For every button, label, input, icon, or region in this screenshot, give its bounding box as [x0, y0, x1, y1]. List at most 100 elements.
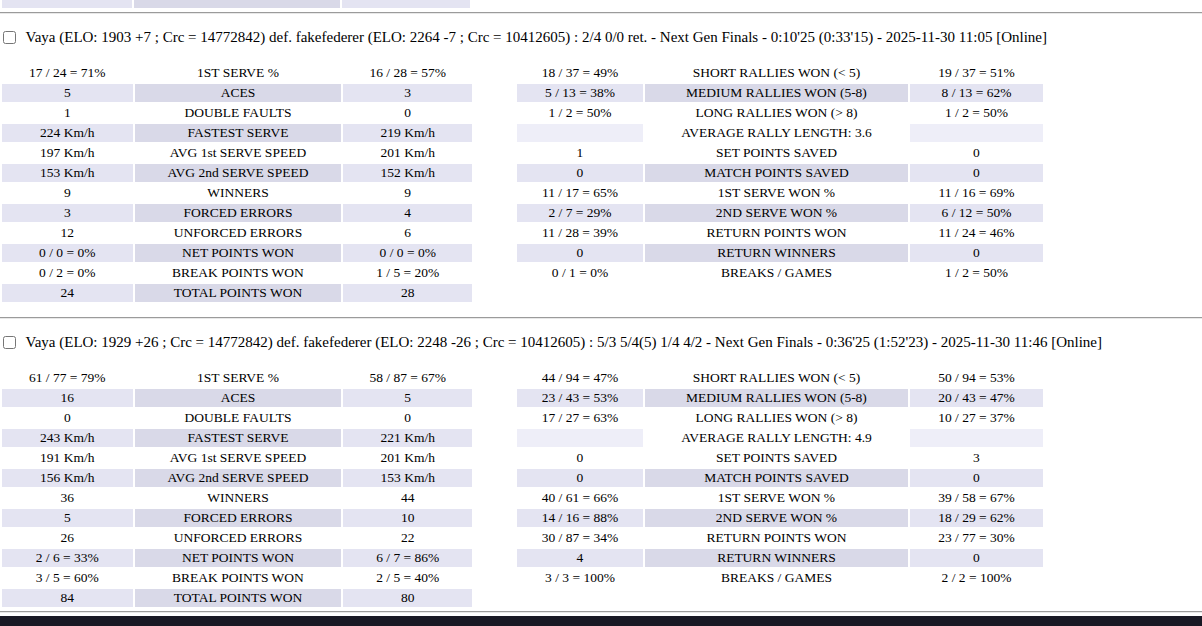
- stat-label-cell: SET POINTS SAVED: [645, 144, 908, 162]
- stat-label-cell: MATCH POINTS SAVED: [645, 164, 908, 182]
- table-row: 61 / 77 = 79%1ST SERVE %58 / 87 = 67%: [2, 369, 472, 387]
- match-select-checkbox[interactable]: [3, 336, 16, 349]
- stat-label-cell: 2ND SERVE WON %: [645, 509, 908, 527]
- stat-value-cell: 4: [517, 549, 643, 567]
- table-row: 197 Km/hAVG 1st SERVE SPEED201 Km/h: [2, 144, 472, 162]
- stat-value-cell: 0: [910, 244, 1043, 262]
- stat-label-cell: DOUBLE FAULTS: [135, 104, 342, 122]
- table-row: 0 / 1 = 0%BREAKS / GAMES1 / 2 = 50%: [517, 264, 1043, 282]
- stat-value-cell: [517, 429, 643, 447]
- stat-value-cell: 0: [517, 469, 643, 487]
- stat-value-cell: 153 Km/h: [343, 469, 472, 487]
- stat-value-cell: 2 / 7 = 29%: [517, 204, 643, 222]
- stat-label-cell: TOTAL POINTS WON: [135, 589, 342, 607]
- stat-value-cell: 19 / 37 = 51%: [910, 64, 1043, 82]
- stat-value-cell: 16: [2, 389, 133, 407]
- stat-label-cell: 2ND SERVE WON %: [645, 204, 908, 222]
- stat-label-cell: FASTEST SERVE: [135, 429, 342, 447]
- stat-value-cell: 1 / 2 = 50%: [910, 264, 1043, 282]
- stat-label-cell: UNFORCED ERRORS: [135, 224, 342, 242]
- table-row: 9WINNERS9: [2, 184, 472, 202]
- match-section-1: Vaya (ELO: 1903 +7 ; Crc = 14772842) def…: [0, 29, 1202, 304]
- table-row: 18 / 37 = 49%SHORT RALLIES WON (< 5)19 /…: [517, 64, 1043, 82]
- stat-label-cell: LONG RALLIES WON (> 8): [645, 409, 908, 427]
- stat-label-cell: MATCH POINTS SAVED: [645, 469, 908, 487]
- stat-label-cell: AVG 2nd SERVE SPEED: [135, 469, 342, 487]
- stat-value-cell: 44 / 94 = 47%: [517, 369, 643, 387]
- stat-value-cell: 44: [343, 489, 472, 507]
- stat-label-cell: FASTEST SERVE: [135, 124, 342, 142]
- table-row: 4RETURN WINNERS0: [517, 549, 1043, 567]
- stat-value-cell: 11 / 17 = 65%: [517, 184, 643, 202]
- stat-value-cell: 3: [343, 84, 472, 102]
- table-row: 2 / 6 = 33%NET POINTS WON6 / 7 = 86%: [2, 549, 472, 567]
- stat-value-cell: 17 / 27 = 63%: [517, 409, 643, 427]
- stat-value-cell: [910, 429, 1043, 447]
- stat-value-cell: 2 / 6 = 33%: [2, 549, 133, 567]
- separator: [0, 611, 1202, 613]
- table-row: 0DOUBLE FAULTS0: [2, 409, 472, 427]
- match-header: Vaya (ELO: 1929 +26 ; Crc = 14772842) de…: [2, 334, 1202, 351]
- table-row: 0 / 0 = 0%NET POINTS WON0 / 0 = 0%: [2, 244, 472, 262]
- serve-stats-table: 61 / 77 = 79%1ST SERVE %58 / 87 = 67%16A…: [0, 367, 474, 609]
- table-row: 153 Km/hAVG 2nd SERVE SPEED152 Km/h: [2, 164, 472, 182]
- table-row: 5FORCED ERRORS10: [2, 509, 472, 527]
- stats-tables: 61 / 77 = 79%1ST SERVE %58 / 87 = 67%16A…: [0, 367, 1202, 609]
- stat-label-cell: 1ST SERVE %: [135, 64, 342, 82]
- table-row: 26UNFORCED ERRORS22: [2, 529, 472, 547]
- stat-value-cell: 11 / 28 = 39%: [517, 224, 643, 242]
- stat-label-cell: ACES: [135, 84, 342, 102]
- stat-value-cell: 1: [517, 144, 643, 162]
- serve-stats-table: 17 / 24 = 71%1ST SERVE %16 / 28 = 57%5AC…: [0, 62, 474, 304]
- stat-value-cell: 80: [343, 589, 472, 607]
- stat-value-cell: 219 Km/h: [343, 124, 472, 142]
- stat-value-cell: 40 / 61 = 66%: [517, 489, 643, 507]
- table-row: AVERAGE RALLY LENGTH: 3.6: [517, 124, 1043, 142]
- stat-value-cell: [910, 124, 1043, 142]
- stat-value-cell: 6: [343, 224, 472, 242]
- rally-stats-table: 44 / 94 = 47%SHORT RALLIES WON (< 5)50 /…: [515, 367, 1045, 589]
- stat-value-cell: 5: [343, 389, 472, 407]
- stat-value-cell: 0: [517, 164, 643, 182]
- stat-value-cell: [517, 124, 643, 142]
- stat-label-cell: AVG 1st SERVE SPEED: [135, 449, 342, 467]
- stat-value-cell: 243 Km/h: [2, 429, 133, 447]
- stat-value-cell: 2 / 5 = 40%: [343, 569, 472, 587]
- table-row: 0RETURN WINNERS0: [517, 244, 1043, 262]
- table-row: 23 / 43 = 53%MEDIUM RALLIES WON (5-8)20 …: [517, 389, 1043, 407]
- stat-label-cell: ACES: [135, 389, 342, 407]
- stat-label-cell: RETURN POINTS WON: [645, 224, 908, 242]
- table-row: 3 / 5 = 60%BREAK POINTS WON2 / 5 = 40%: [2, 569, 472, 587]
- stat-label-cell: RETURN WINNERS: [645, 244, 908, 262]
- stat-value-cell: 10 / 27 = 37%: [910, 409, 1043, 427]
- stat-value-cell: 0: [910, 549, 1043, 567]
- table-row: 0SET POINTS SAVED3: [517, 449, 1043, 467]
- stat-value-cell: 58 / 87 = 67%: [343, 369, 472, 387]
- stat-value-cell: 6 / 7 = 86%: [343, 549, 472, 567]
- table-row: 16ACES5: [2, 389, 472, 407]
- stat-value-cell: 3: [910, 449, 1043, 467]
- stat-value-cell: 1 / 5 = 20%: [343, 264, 472, 282]
- stat-value-cell: 1 / 2 = 50%: [517, 104, 643, 122]
- stat-value-cell: 2 / 2 = 100%: [910, 569, 1043, 587]
- table-row: 17 / 27 = 63%LONG RALLIES WON (> 8)10 / …: [517, 409, 1043, 427]
- stat-value-cell: 12: [2, 224, 133, 242]
- cut-off-value-cell: [2, 0, 132, 8]
- rally-stats-table: 18 / 37 = 49%SHORT RALLIES WON (< 5)19 /…: [515, 62, 1045, 284]
- match-select-checkbox[interactable]: [3, 31, 16, 44]
- stat-value-cell: 152 Km/h: [343, 164, 472, 182]
- stat-value-cell: 0: [343, 409, 472, 427]
- table-row: 1SET POINTS SAVED0: [517, 144, 1043, 162]
- stat-label-cell: AVG 1st SERVE SPEED: [135, 144, 342, 162]
- table-row: 12UNFORCED ERRORS6: [2, 224, 472, 242]
- stat-value-cell: 22: [343, 529, 472, 547]
- stat-value-cell: 1: [2, 104, 133, 122]
- stat-value-cell: 0 / 2 = 0%: [2, 264, 133, 282]
- table-row: 11 / 17 = 65%1ST SERVE WON %11 / 16 = 69…: [517, 184, 1043, 202]
- match-section-2: Vaya (ELO: 1929 +26 ; Crc = 14772842) de…: [0, 334, 1202, 609]
- stat-value-cell: 0: [2, 409, 133, 427]
- stat-label-cell: SHORT RALLIES WON (< 5): [645, 64, 908, 82]
- stat-value-cell: 4: [343, 204, 472, 222]
- stat-value-cell: 28: [343, 284, 472, 302]
- stat-value-cell: 23 / 77 = 30%: [910, 529, 1043, 547]
